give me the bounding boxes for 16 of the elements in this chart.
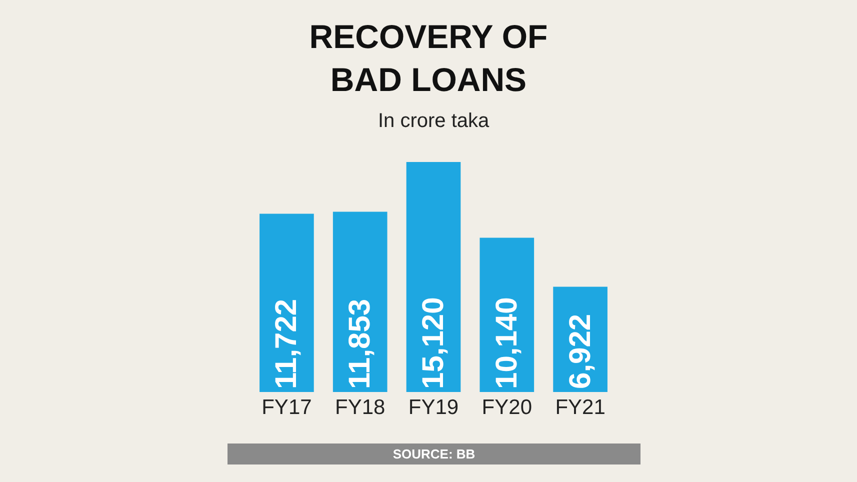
data-label: 11,853 [344, 298, 377, 389]
data-label: 15,120 [417, 297, 450, 389]
bar [260, 214, 314, 392]
bar [332, 212, 388, 392]
x-tick-label: FY17 [262, 396, 312, 419]
x-tick-label: FY20 [482, 396, 532, 419]
source-note: SOURCE: BB [392, 446, 476, 462]
x-tick-label: FY19 [408, 396, 459, 419]
chart-title: RECOVERY OF BAD LOANS [309, 18, 548, 98]
data-label: 11,722 [270, 298, 304, 389]
chart-subtitle: In crore taka [378, 110, 490, 132]
x-tick-label: FY21 [555, 396, 606, 419]
bar [406, 162, 461, 392]
x-tick-label: FY18 [335, 396, 386, 419]
data-label: 10,140 [490, 297, 524, 389]
data-label: 6,922 [564, 314, 597, 389]
